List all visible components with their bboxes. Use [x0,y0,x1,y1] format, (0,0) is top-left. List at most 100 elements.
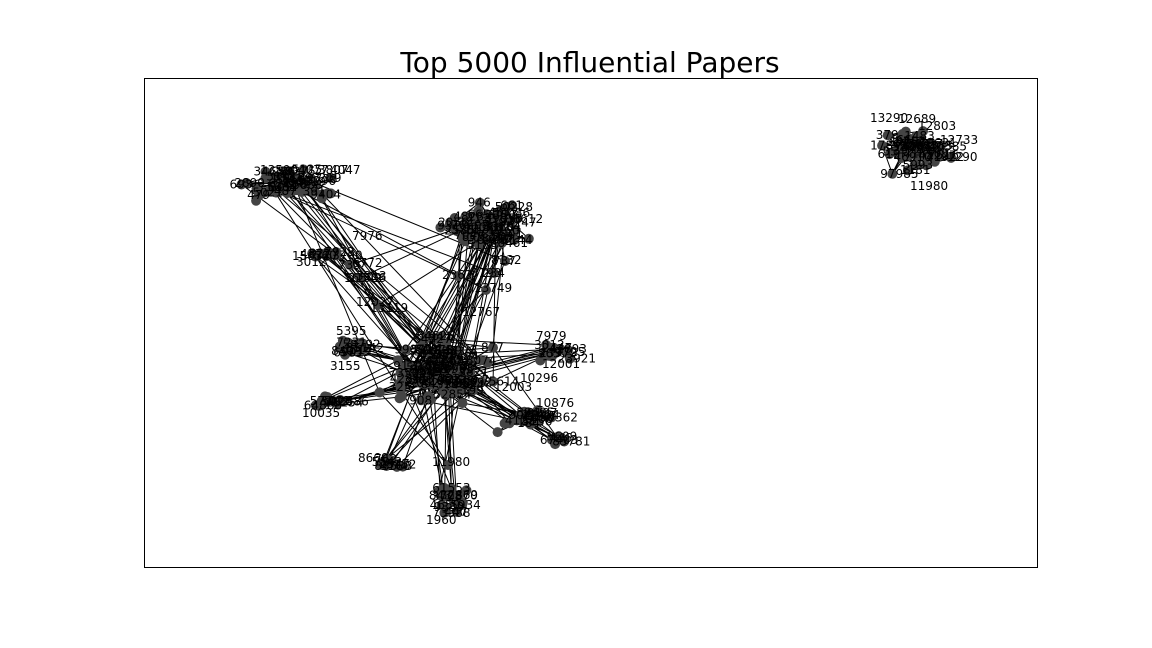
node-id-label: 50296 [298,174,336,188]
graph-node [427,353,438,364]
node-id-label: 413 [281,176,304,190]
graph-node [373,300,383,310]
node-id-label: 361 [411,374,434,388]
node-id-label: 3610 [424,358,455,372]
node-id-label: 4517 [488,205,519,219]
graph-node [358,338,368,349]
node-id-label: 3012 [534,338,565,352]
node-id-label: 61553 [432,481,470,495]
graph-node [254,190,265,201]
node-id-label: 6354 [268,180,299,194]
graph-node [483,210,494,221]
node-id-label: 9121 [393,359,424,373]
node-id-label: 54757 [905,137,943,151]
node-id-label: 185 [407,371,430,385]
graph-edge [438,338,547,346]
graph-node [331,250,342,261]
node-id-label: 13290 [870,111,908,125]
graph-node [374,387,385,398]
node-id-label: 505 [269,181,292,195]
graph-node [921,160,932,171]
graph-node [504,418,515,429]
node-id-label: 2350 [485,208,516,222]
node-id-label: 693 [230,178,253,192]
graph-edge [279,185,432,355]
node-id-label: 5888 [292,178,323,192]
node-id-label: 62198 [268,177,306,191]
node-id-label: 8909 [918,146,949,160]
node-id-label: 41227 [918,149,956,163]
graph-node [465,212,476,223]
node-id-label: 7193 [485,214,516,228]
graph-node [887,168,898,179]
graph-node [495,205,506,216]
graph-node [401,344,412,355]
graph-node [450,363,461,374]
graph-node [335,341,346,352]
node-id-label: 619 [878,147,901,161]
node-id-label: 366 [414,345,437,359]
node-id-label: 219 [319,171,342,185]
node-id-label: 5755 [340,345,371,359]
graph-node [915,132,926,143]
node-id-label: 843 [429,489,452,503]
node-id-label: 3708 [432,489,463,503]
node-id-label: 2447 [542,341,573,355]
graph-node [461,485,472,496]
node-id-label: 7231 [336,336,367,350]
node-id-label: 560 [314,248,337,262]
node-id-label: 90362 [540,410,578,424]
graph-node [298,164,309,175]
node-id-label: 12767 [462,305,500,319]
graph-edge [379,392,449,466]
graph-node [418,374,429,385]
node-id-label: 944 [429,330,452,344]
node-id-label: 3807 [318,163,349,177]
node-id-label: 4123 [466,212,497,226]
graph-edge [881,145,893,174]
node-id-label: 83711 [434,362,472,376]
node-id-label: 50575 [415,343,453,357]
graph-node [491,216,502,226]
node-id-label: 7370 [447,489,478,503]
node-id-label: 3155 [330,359,361,373]
node-id-label: 1406 [523,412,554,426]
graph-edge [327,251,425,379]
graph-edge [492,347,560,440]
node-id-label: 4077 [298,163,329,177]
graph-edge [359,277,420,379]
node-id-label: 927 [899,139,922,153]
graph-node [476,235,487,246]
node-id-label: 9260 [489,224,520,238]
graph-node [902,165,913,176]
node-id-label: 18074 [458,354,496,368]
node-id-label: 23979 [539,346,577,360]
node-id-label: 363 [426,362,449,376]
node-id-label: 99079 [394,343,432,357]
node-id-label: 4180 [521,410,552,424]
node-id-label: 9404 [311,187,342,201]
node-id-label: 84464 [427,354,465,368]
node-id-label: 184 [517,416,540,430]
node-id-label: 43553 [419,348,457,362]
node-id-label: 57068 [451,222,489,236]
node-id-label: 5125 [292,163,323,177]
graph-node [310,400,321,411]
node-id-label: 89495 [516,405,554,419]
node-id-label: 661 [500,198,523,212]
graph-node [280,171,290,182]
node-id-label: 5661 [267,180,298,194]
node-id-label: 95785 [438,360,476,374]
node-id-label: 73509 [389,366,427,380]
node-id-label: 11980 [910,179,948,193]
node-id-label: 85781 [552,435,590,449]
node-id-label: 67403 [540,433,578,447]
node-id-label: 86700 [409,362,447,376]
node-id-label: 12001 [542,357,580,371]
node-id-label: 7047 [454,228,485,242]
node-id-label: 737 [493,254,516,268]
node-id-label: 1181 [900,163,931,177]
node-id-label: 69631 [919,136,957,150]
node-id-label: 4828 [453,210,484,224]
node-id-label: 3383 [923,138,954,152]
